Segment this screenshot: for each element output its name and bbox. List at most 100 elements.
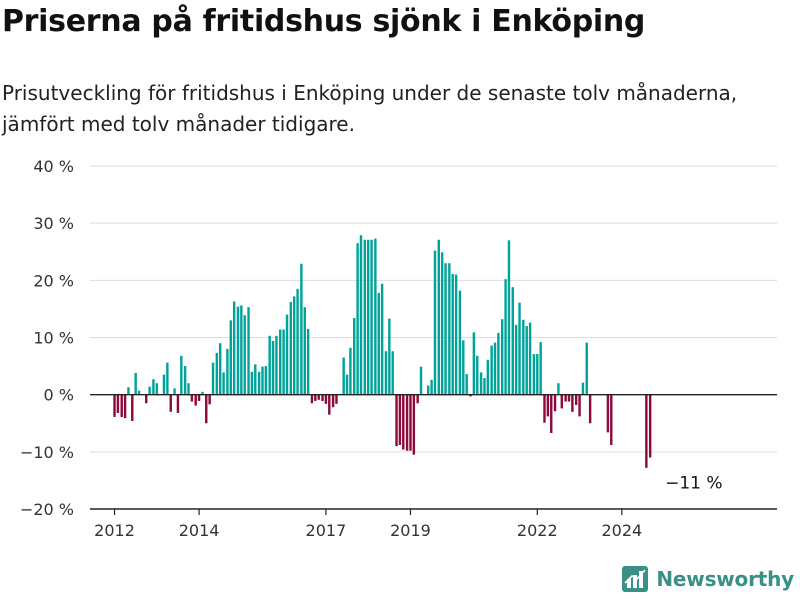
bar	[610, 394, 613, 445]
bar	[201, 391, 204, 395]
bar	[345, 374, 349, 395]
bar	[525, 326, 528, 395]
y-tick-label: 30 %	[33, 214, 74, 233]
bar	[430, 379, 433, 395]
bar	[380, 283, 384, 395]
bar	[148, 386, 151, 395]
bar	[465, 374, 468, 395]
bar	[528, 322, 532, 395]
brand-name: Newsworthy	[656, 567, 794, 591]
bar	[514, 324, 518, 395]
bar	[476, 355, 479, 395]
y-tick-label: 10 %	[33, 329, 74, 348]
bar	[483, 378, 486, 395]
bar	[557, 383, 560, 395]
bar	[152, 379, 155, 395]
bar	[314, 394, 317, 401]
bar	[409, 394, 412, 451]
bar	[412, 394, 416, 455]
bar	[116, 394, 120, 413]
bar	[275, 335, 278, 395]
bar	[324, 394, 328, 404]
bar	[571, 394, 574, 412]
bar	[606, 394, 610, 433]
x-tick-label: 2017	[306, 521, 347, 540]
bar	[127, 387, 130, 395]
gridlines	[90, 165, 777, 510]
bar	[366, 239, 370, 395]
bar	[289, 302, 293, 395]
y-tick-label: 20 %	[33, 271, 74, 290]
bar	[532, 354, 536, 395]
bar	[405, 394, 409, 451]
bar	[162, 374, 166, 395]
bar	[328, 394, 331, 415]
bar	[222, 372, 225, 395]
bar	[469, 394, 472, 397]
bar	[356, 243, 359, 395]
chart-title: Priserna på fritidshus sjönk i Enköping	[2, 4, 646, 39]
x-tick-label: 2019	[390, 521, 431, 540]
bar	[243, 315, 246, 395]
bar	[285, 314, 289, 395]
bar	[384, 351, 388, 395]
bar	[553, 394, 557, 412]
bar	[211, 362, 215, 395]
y-axis-tick-labels: −20 % −10 % 0 % 10 % 20 % 30 % 40 %	[20, 157, 74, 519]
bar	[257, 371, 261, 395]
bar	[215, 352, 219, 395]
bar	[229, 320, 232, 395]
bar	[416, 394, 419, 404]
bar	[486, 359, 490, 395]
bar-chart: −20 %−10 %0 %10 %20 %30 %40 % 2012 2014 20…	[20, 157, 777, 540]
annotations: −11 %	[665, 474, 722, 494]
brand: Newsworthy	[622, 564, 794, 594]
bar	[462, 340, 465, 395]
bar	[388, 318, 391, 395]
bar	[451, 274, 454, 395]
bar	[300, 263, 303, 395]
bars	[113, 235, 652, 468]
bar	[444, 263, 447, 395]
bar	[359, 235, 363, 395]
bar	[155, 383, 159, 395]
chart-subtitle: Prisutveckling för fritidshus i Enköping…	[2, 81, 738, 136]
bar	[306, 328, 310, 395]
bar	[395, 394, 398, 447]
bar	[240, 305, 243, 395]
bar	[479, 372, 483, 395]
bar	[518, 302, 521, 395]
bar	[363, 239, 367, 395]
bar	[454, 274, 458, 395]
bar	[353, 318, 356, 395]
y-tick-label: −10 %	[20, 443, 74, 462]
bar	[493, 342, 497, 395]
bar	[578, 394, 581, 417]
bar	[448, 263, 451, 395]
bar	[134, 372, 137, 395]
bar	[145, 394, 148, 404]
bar	[560, 394, 564, 409]
bar	[120, 394, 123, 417]
annotation-label: −11 %	[665, 474, 722, 494]
bar	[539, 342, 542, 395]
x-tick-label: 2024	[601, 521, 642, 540]
bar	[264, 366, 268, 395]
y-tick-label: 0 %	[44, 386, 74, 405]
bar	[564, 394, 567, 402]
y-tick-label: −20 %	[20, 500, 74, 519]
bar	[261, 366, 264, 395]
bar	[137, 390, 141, 395]
bar	[374, 238, 377, 395]
bar	[219, 343, 222, 395]
bar	[402, 394, 405, 450]
bar	[511, 287, 514, 395]
bar	[472, 332, 476, 395]
y-tick-label: 40 %	[33, 157, 74, 176]
bar	[194, 394, 197, 406]
bar	[507, 240, 511, 395]
bar	[522, 319, 525, 395]
bar	[419, 366, 423, 395]
bar	[236, 306, 240, 395]
bar	[205, 394, 208, 424]
